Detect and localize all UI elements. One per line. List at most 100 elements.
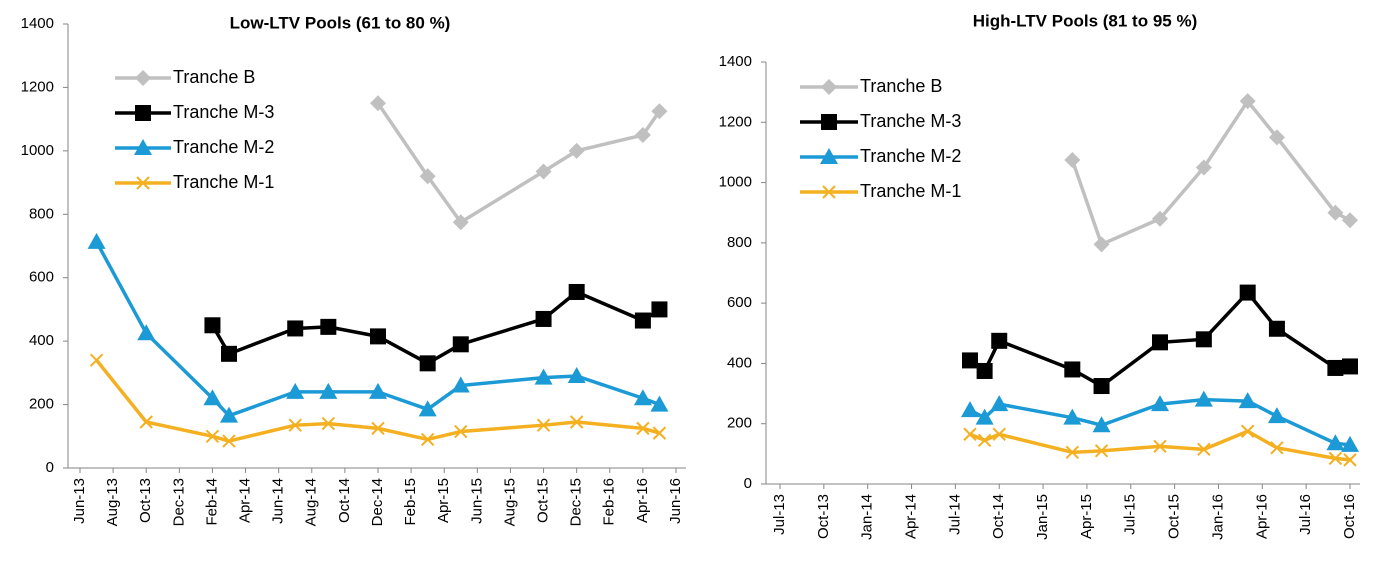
marker [991, 332, 1008, 349]
legend-label: Tranche B [860, 76, 942, 96]
marker [288, 418, 302, 432]
marker [1065, 445, 1080, 460]
marker [636, 421, 650, 436]
marker [1195, 331, 1212, 348]
x-tick-label: Dec-13 [170, 478, 187, 526]
marker [992, 427, 1006, 441]
marker [419, 355, 436, 372]
marker [1341, 435, 1359, 452]
marker [370, 328, 386, 345]
x-tick-label: Apr-14 [237, 478, 254, 523]
marker [452, 214, 469, 231]
x-tick-label: Oct-16 [1341, 494, 1358, 539]
marker [1152, 334, 1168, 351]
x-tick-label: Jul-15 [1122, 494, 1139, 535]
marker [1194, 390, 1213, 407]
marker [89, 353, 104, 367]
marker [1197, 442, 1211, 457]
marker [568, 142, 585, 159]
marker [221, 345, 237, 362]
marker [203, 389, 222, 406]
marker [137, 324, 156, 341]
marker [650, 395, 669, 412]
marker [370, 95, 386, 112]
x-tick-label: Jan-15 [1034, 494, 1051, 540]
x-tick-label: Aug-15 [501, 478, 518, 526]
legend-marker [136, 176, 150, 190]
x-tick-label: Aug-13 [104, 478, 121, 526]
x-tick-label: Oct-14 [990, 494, 1007, 539]
marker [1094, 444, 1109, 458]
x-tick-label: Oct-13 [815, 494, 832, 539]
marker [535, 163, 552, 180]
marker [205, 429, 220, 443]
y-tick-label: 1200 [21, 78, 54, 95]
series-line [376, 102, 661, 224]
x-tick-label: Apr-16 [634, 478, 651, 523]
marker [419, 168, 436, 185]
marker [1064, 361, 1081, 378]
y-tick-label: 600 [727, 294, 752, 311]
marker [1268, 320, 1285, 337]
marker [1270, 441, 1284, 455]
x-tick-label: Jun-15 [468, 478, 485, 524]
marker [1326, 434, 1345, 451]
legend-marker [135, 105, 151, 121]
marker [1238, 392, 1257, 409]
marker [286, 382, 305, 399]
legend-marker [820, 148, 838, 164]
legend-marker [134, 139, 152, 155]
marker [371, 421, 385, 436]
marker [535, 310, 552, 327]
x-tick-label: Dec-14 [369, 478, 386, 526]
marker [1152, 210, 1168, 227]
marker [634, 312, 651, 329]
marker [454, 424, 468, 439]
marker [1064, 151, 1081, 168]
x-tick-label: Apr-14 [903, 494, 920, 539]
legend-label: Tranche B [173, 67, 255, 87]
legend-label: Tranche M-3 [173, 102, 274, 122]
marker [139, 415, 153, 429]
marker [975, 408, 994, 425]
legend-label: Tranche M-3 [860, 111, 961, 131]
marker [633, 389, 652, 406]
marker [320, 318, 337, 335]
marker [87, 232, 106, 249]
marker [1195, 159, 1212, 176]
marker [1239, 284, 1256, 301]
x-tick-label: Oct-14 [336, 478, 353, 523]
x-tick-label: Jan-16 [1209, 494, 1226, 540]
marker [1342, 212, 1358, 229]
x-tick-label: Jun-13 [71, 478, 88, 524]
x-tick-label: Oct-15 [535, 478, 552, 523]
series-line [1070, 99, 1351, 247]
marker [534, 368, 553, 385]
marker [204, 317, 221, 334]
marker [220, 406, 238, 423]
marker [652, 426, 667, 440]
marker [1093, 236, 1110, 253]
marker [1153, 439, 1167, 454]
y-tick-label: 400 [29, 332, 54, 349]
x-tick-label: Feb-14 [203, 478, 220, 526]
marker [962, 352, 978, 369]
x-tick-label: Aug-14 [303, 478, 320, 526]
x-tick-label: Dec-15 [568, 478, 585, 526]
legend-marker [135, 70, 151, 86]
legend-label: Tranche M-2 [860, 146, 961, 166]
marker [977, 433, 992, 448]
marker [1239, 93, 1256, 110]
y-tick-label: 200 [29, 396, 54, 413]
chart-title: High-LTV Pools (81 to 95 %) [973, 11, 1197, 30]
marker [1327, 204, 1344, 221]
marker [369, 382, 387, 399]
marker [451, 376, 470, 393]
x-tick-label: Oct-13 [137, 478, 154, 523]
chart-title: Low-LTV Pools (61 to 80 %) [230, 13, 451, 32]
y-tick-label: 800 [29, 205, 54, 222]
x-tick-label: Jul-16 [1297, 494, 1314, 535]
x-tick-label: Apr-15 [1078, 494, 1095, 539]
